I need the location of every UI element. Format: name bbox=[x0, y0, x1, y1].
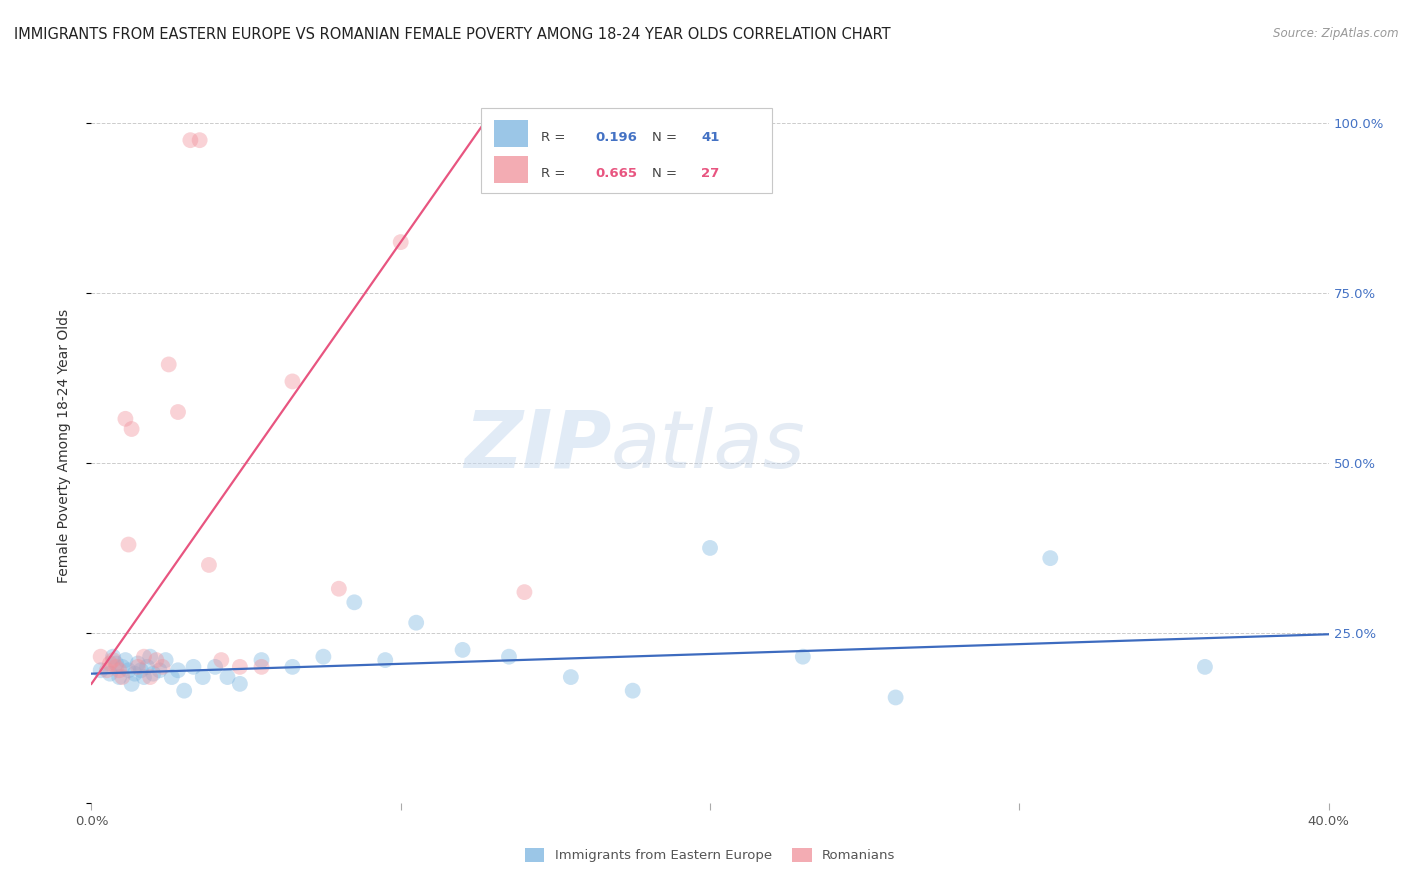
Point bbox=[105, 657, 128, 671]
Point bbox=[90, 663, 112, 677]
Point bbox=[498, 649, 520, 664]
Point bbox=[121, 677, 143, 691]
Text: N =: N = bbox=[652, 130, 681, 144]
Point bbox=[281, 375, 304, 389]
Point bbox=[90, 649, 112, 664]
Point bbox=[560, 670, 582, 684]
Text: 0.196: 0.196 bbox=[595, 130, 637, 144]
Point bbox=[374, 653, 396, 667]
Point bbox=[105, 660, 128, 674]
Point bbox=[792, 649, 814, 664]
Point bbox=[111, 660, 134, 674]
Point bbox=[96, 663, 118, 677]
Point bbox=[114, 412, 136, 426]
Point bbox=[121, 422, 143, 436]
Point bbox=[167, 405, 190, 419]
Point bbox=[179, 133, 201, 147]
Text: ZIP: ZIP bbox=[464, 407, 612, 485]
FancyBboxPatch shape bbox=[481, 109, 772, 193]
Text: R =: R = bbox=[540, 130, 569, 144]
Point bbox=[513, 585, 536, 599]
Point bbox=[188, 133, 211, 147]
Point bbox=[108, 663, 131, 677]
Point bbox=[127, 657, 149, 671]
FancyBboxPatch shape bbox=[494, 156, 529, 184]
Text: N =: N = bbox=[652, 167, 681, 180]
Point bbox=[127, 660, 149, 674]
Point bbox=[111, 670, 134, 684]
Point bbox=[312, 649, 335, 664]
Point bbox=[132, 649, 155, 664]
Point bbox=[155, 653, 177, 667]
Point bbox=[1039, 551, 1062, 566]
Point bbox=[108, 670, 131, 684]
Point bbox=[117, 537, 139, 551]
Point bbox=[145, 653, 167, 667]
Point bbox=[114, 653, 136, 667]
Point bbox=[98, 657, 121, 671]
Point bbox=[157, 358, 180, 372]
Point bbox=[389, 235, 412, 249]
Point bbox=[152, 660, 174, 674]
Point bbox=[1194, 660, 1216, 674]
Point bbox=[621, 683, 644, 698]
Text: R =: R = bbox=[540, 167, 569, 180]
Point bbox=[281, 660, 304, 674]
Point bbox=[101, 649, 124, 664]
Point bbox=[124, 666, 146, 681]
Point bbox=[229, 677, 252, 691]
Text: atlas: atlas bbox=[612, 407, 806, 485]
Point bbox=[328, 582, 350, 596]
Point bbox=[250, 653, 273, 667]
Point bbox=[343, 595, 366, 609]
Point bbox=[98, 666, 121, 681]
FancyBboxPatch shape bbox=[494, 120, 529, 147]
Point bbox=[405, 615, 427, 630]
Point bbox=[209, 653, 232, 667]
Text: IMMIGRANTS FROM EASTERN EUROPE VS ROMANIAN FEMALE POVERTY AMONG 18-24 YEAR OLDS : IMMIGRANTS FROM EASTERN EUROPE VS ROMANI… bbox=[14, 27, 890, 42]
Point bbox=[167, 663, 190, 677]
Point bbox=[198, 558, 221, 572]
Point bbox=[191, 670, 214, 684]
Point bbox=[101, 653, 124, 667]
Point bbox=[160, 670, 183, 684]
Point bbox=[229, 660, 252, 674]
Point bbox=[139, 649, 162, 664]
Point bbox=[250, 660, 273, 674]
Point bbox=[142, 666, 165, 681]
Point bbox=[117, 663, 139, 677]
Point bbox=[173, 683, 195, 698]
Text: Source: ZipAtlas.com: Source: ZipAtlas.com bbox=[1274, 27, 1399, 40]
Point bbox=[136, 660, 159, 674]
Text: 27: 27 bbox=[702, 167, 720, 180]
Point bbox=[451, 643, 474, 657]
Point bbox=[139, 670, 162, 684]
Legend: Immigrants from Eastern Europe, Romanians: Immigrants from Eastern Europe, Romanian… bbox=[519, 843, 901, 868]
Text: 41: 41 bbox=[702, 130, 720, 144]
Y-axis label: Female Poverty Among 18-24 Year Olds: Female Poverty Among 18-24 Year Olds bbox=[56, 309, 70, 583]
Point bbox=[884, 690, 907, 705]
Text: 0.665: 0.665 bbox=[595, 167, 637, 180]
Point bbox=[204, 660, 226, 674]
Point bbox=[132, 670, 155, 684]
Point bbox=[699, 541, 721, 555]
Point bbox=[217, 670, 239, 684]
Point bbox=[148, 663, 170, 677]
Point bbox=[183, 660, 205, 674]
Point bbox=[129, 663, 152, 677]
